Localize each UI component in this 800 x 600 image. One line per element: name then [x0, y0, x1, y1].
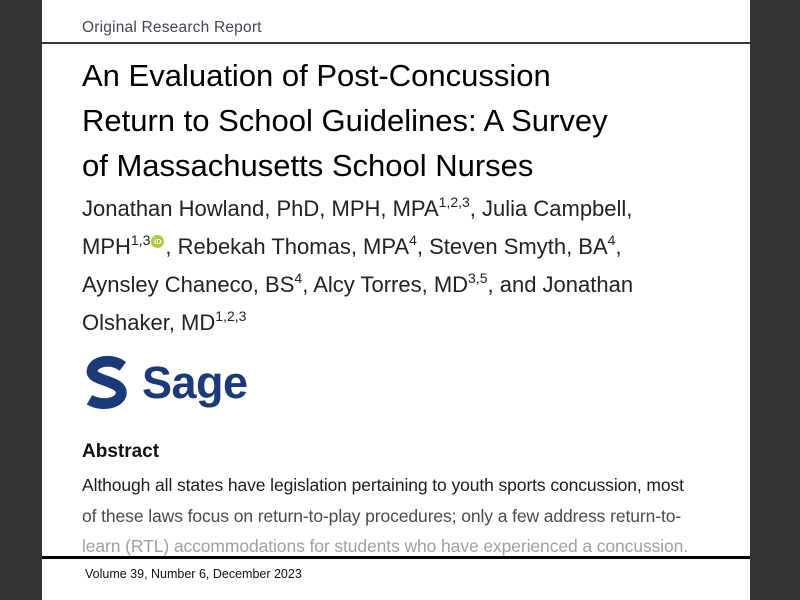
issue-info: Volume 39, Number 6, December 2023 [85, 567, 302, 581]
author-line-4: Olshaker, MD1,2,3 [82, 304, 633, 342]
abstract-line: Although all states have legislation per… [82, 475, 684, 495]
affiliation-superscript: 4 [409, 231, 417, 248]
affiliation-superscript: 1,3 [130, 231, 151, 248]
title-line: Return to School Guidelines: A Survey [82, 103, 608, 138]
sage-wordmark: Sage [142, 357, 248, 408]
author-text: MPH [82, 234, 131, 259]
article-title: An Evaluation of Post-Concussion Return … [82, 53, 608, 188]
article-type-kicker: Original Research Report [82, 19, 262, 36]
sage-publisher-logo: Sage [82, 354, 248, 414]
author-text: , [615, 234, 622, 259]
author-line-3: Aynsley Chaneco, BS4, Alcy Torres, MD3,5… [82, 266, 633, 304]
affiliation-superscript: 1,2,3 [438, 193, 470, 210]
affiliation-superscript: 3,5 [468, 269, 488, 286]
abstract-heading: Abstract [82, 441, 160, 462]
footer-rule [42, 556, 750, 559]
author-text: , Rebekah Thomas, MPA [165, 234, 410, 259]
author-text: , and Jonathan [487, 272, 634, 297]
title-line: An Evaluation of Post-Concussion [82, 58, 551, 93]
orcid-icon[interactable]: iD [151, 234, 165, 248]
author-text: Olshaker, MD [82, 310, 216, 335]
abstract-line: of these laws focus on return-to-play pr… [82, 505, 682, 526]
author-line-1: Jonathan Howland, PhD, MPH, MPA1,2,3, Ju… [82, 190, 633, 228]
author-text: , Julia Campbell, [469, 196, 633, 221]
article-page: Original Research Report An Evaluation o… [42, 0, 750, 600]
abstract-line: learn (RTL) accommodations for students … [82, 536, 689, 556]
author-list: Jonathan Howland, PhD, MPH, MPA1,2,3, Ju… [82, 190, 633, 342]
abstract-text: Although all states have legislation per… [82, 470, 688, 562]
affiliation-superscript: 4 [294, 269, 303, 286]
author-line-2: MPH1,3 iD, Rebekah Thomas, MPA4, Steven S… [82, 228, 633, 266]
header-rule [42, 42, 750, 44]
author-text: , Steven Smyth, BA [416, 234, 608, 259]
author-text: Aynsley Chaneco, BS [82, 272, 295, 297]
sage-s-logo-icon [86, 355, 127, 409]
author-text: , Alcy Torres, MD [302, 272, 469, 297]
affiliation-superscript: 4 [607, 231, 616, 248]
title-line: of Massachusetts School Nurses [82, 148, 534, 183]
affiliation-superscript: 1,2,3 [215, 307, 247, 324]
author-text: Jonathan Howland, PhD, MPH, MPA [82, 196, 439, 221]
